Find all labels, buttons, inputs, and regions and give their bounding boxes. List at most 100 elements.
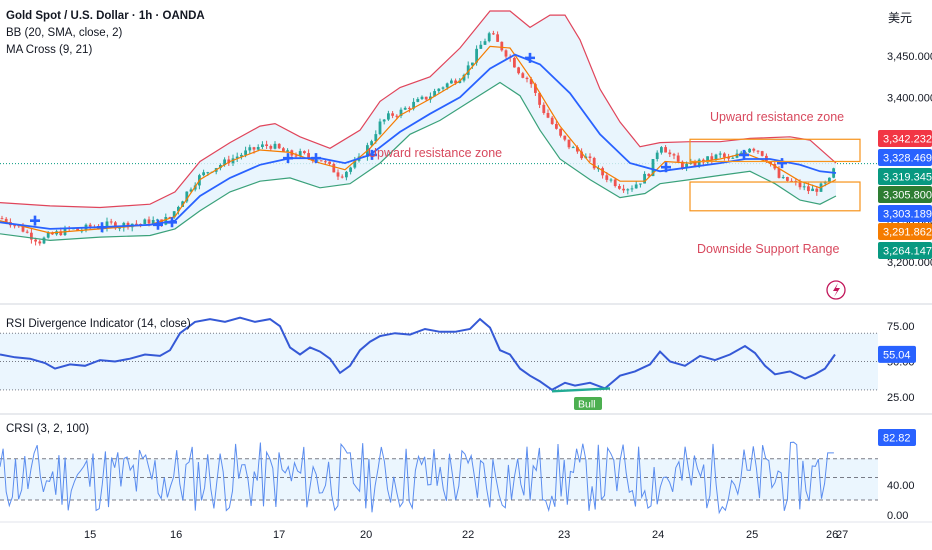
price-tag-label: 3,303.189 xyxy=(883,209,932,221)
resistance-zone-box xyxy=(689,138,861,163)
time-tick-label: 26 xyxy=(826,529,838,541)
ma-cross-legend[interactable]: MA Cross (9, 21) xyxy=(6,44,93,56)
candle-body xyxy=(399,109,403,116)
candle-body xyxy=(483,41,487,45)
candle-body xyxy=(172,211,176,218)
price-tag-bg xyxy=(878,149,932,166)
candle-body xyxy=(168,217,172,219)
candle-body xyxy=(219,165,222,169)
candle-body xyxy=(378,121,382,135)
candle-body xyxy=(618,185,621,189)
candle-body xyxy=(391,113,394,116)
price-tag-bg xyxy=(878,186,932,203)
candle-body xyxy=(718,153,722,155)
bb-legend[interactable]: BB (20, SMA, close, 2) xyxy=(6,27,123,39)
candle-body xyxy=(786,177,789,181)
candle-body xyxy=(265,144,268,146)
candle-body xyxy=(622,188,625,191)
candle-body xyxy=(324,161,327,163)
candle-body xyxy=(815,188,819,192)
candle-body xyxy=(588,156,592,159)
ma-cross-marker xyxy=(153,219,163,230)
price-tag-label: 3,305.800 xyxy=(883,190,932,202)
candle-body xyxy=(634,184,638,189)
candle-body xyxy=(408,107,411,109)
time-tick-label: 27 xyxy=(836,529,848,541)
crsi-pane-title[interactable]: CRSI (3, 2, 100) xyxy=(6,423,90,435)
candle-body xyxy=(529,79,533,85)
candle-body xyxy=(660,147,663,153)
candle-body xyxy=(492,33,495,35)
candle-body xyxy=(38,241,42,244)
time-tick-label: 16 xyxy=(170,529,182,541)
candle-body xyxy=(25,231,29,233)
bb-fill-area xyxy=(0,11,836,241)
price-tag: 3,319.345 xyxy=(878,168,932,185)
candle-body xyxy=(282,148,285,152)
ma-cross-marker xyxy=(30,215,40,226)
candle-body xyxy=(756,150,760,152)
candle-body xyxy=(559,128,562,136)
price-tick-label: 3,400.000 xyxy=(887,92,932,104)
candle-body xyxy=(252,147,256,150)
candle-body xyxy=(626,189,630,191)
lightning-icon xyxy=(826,280,846,300)
candle-body xyxy=(710,156,714,160)
candle-body xyxy=(521,73,525,78)
candle-body xyxy=(697,159,701,167)
candle-body xyxy=(273,143,277,149)
rsi-tick-label: 75.00 xyxy=(887,321,915,333)
candle-body xyxy=(542,104,546,113)
candle-body xyxy=(781,177,785,179)
price-tag: 3,328.469 xyxy=(878,149,932,166)
candle-body xyxy=(517,67,520,74)
candle-body xyxy=(752,148,756,151)
candle-body xyxy=(256,147,260,150)
candle-body xyxy=(525,77,529,80)
candle-body xyxy=(4,218,8,223)
candle-body xyxy=(269,145,273,149)
candle-body xyxy=(151,220,155,224)
candle-body xyxy=(420,96,424,100)
candle-body xyxy=(462,74,466,81)
candle-body xyxy=(30,232,33,240)
candle-body xyxy=(714,154,718,160)
candle-body xyxy=(328,161,331,164)
pane-separators xyxy=(0,163,932,523)
candle-body xyxy=(664,147,667,153)
candle-body xyxy=(500,41,504,51)
candle-body xyxy=(244,150,247,155)
candle-body xyxy=(114,222,117,229)
candle-body xyxy=(424,96,428,100)
candle-body xyxy=(798,181,802,188)
bull-label-bg xyxy=(574,397,602,410)
candle-body xyxy=(592,158,596,169)
candle-body xyxy=(760,151,764,156)
crsi-value-tag xyxy=(878,429,916,446)
ma-fast-line xyxy=(0,45,837,234)
resistance-zone-label-right: Upward resistance zone xyxy=(710,110,844,124)
candle-body xyxy=(567,139,571,148)
candle-body xyxy=(613,179,617,186)
candle-body xyxy=(676,155,680,162)
ma-cross-marker xyxy=(167,217,177,228)
candle-body xyxy=(496,34,499,42)
time-tick-label: 23 xyxy=(558,529,570,541)
price-tag-bg xyxy=(878,130,932,147)
candle-body xyxy=(294,155,298,157)
candle-body xyxy=(580,151,583,159)
candle-body xyxy=(118,227,121,229)
time-tick-label: 24 xyxy=(652,529,664,541)
symbol-title[interactable]: Gold Spot / U.S. Dollar · 1h · OANDA xyxy=(6,10,205,22)
rsi-pane-title[interactable]: RSI Divergence Indicator (14, close) xyxy=(6,318,191,330)
candle-body xyxy=(416,99,420,102)
time-tick-label: 25 xyxy=(746,529,758,541)
currency-label[interactable]: 美元 xyxy=(887,11,912,25)
candle-body xyxy=(475,48,478,63)
price-tag: 3,342.232 xyxy=(878,130,932,147)
candle-body xyxy=(471,62,474,66)
candle-body xyxy=(450,80,453,84)
candle-body xyxy=(387,113,390,120)
